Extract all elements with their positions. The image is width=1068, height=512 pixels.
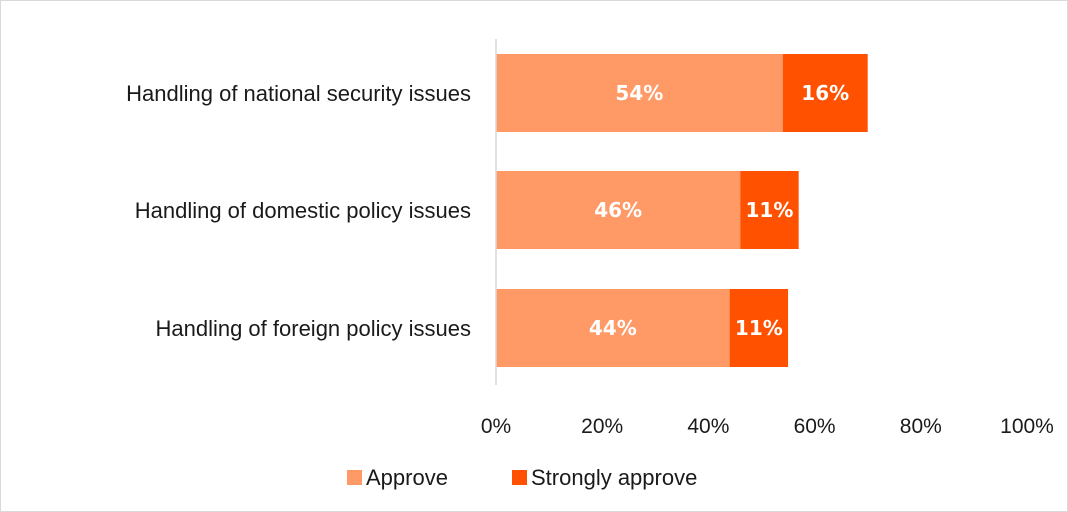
legend-swatch bbox=[347, 470, 362, 485]
x-tick-label: 40% bbox=[687, 415, 729, 438]
data-label: 46% bbox=[594, 198, 642, 222]
labels-layer: Handling of national security issues 54% 1… bbox=[126, 81, 849, 341]
bar-segment-strongly-approve bbox=[729, 289, 789, 367]
x-tick-label: 20% bbox=[581, 415, 623, 438]
bar-segment-approve bbox=[496, 289, 730, 367]
category-label: Handling of domestic policy issues bbox=[135, 198, 471, 223]
x-tick-label: 60% bbox=[794, 415, 836, 438]
category-label: Handling of national security issues bbox=[126, 81, 471, 106]
x-tick-label: 100% bbox=[1000, 415, 1054, 438]
bar-segment-approve bbox=[496, 171, 741, 249]
data-label: 11% bbox=[735, 316, 783, 340]
bar-segment-strongly-approve bbox=[740, 171, 799, 249]
legend-label: Strongly approve bbox=[531, 465, 697, 490]
data-label: 54% bbox=[615, 81, 663, 105]
legend: Approve Strongly approve bbox=[347, 465, 697, 490]
x-tick-label: 80% bbox=[900, 415, 942, 438]
x-tick-labels: 0% 20% 40% 60% 80% 100% bbox=[481, 415, 1054, 438]
legend-label: Approve bbox=[366, 465, 448, 490]
legend-swatch bbox=[512, 470, 527, 485]
bars-layer bbox=[496, 54, 868, 367]
data-label: 44% bbox=[589, 316, 637, 340]
data-label: 11% bbox=[746, 198, 794, 222]
x-tick-label: 0% bbox=[481, 415, 511, 438]
category-label: Handling of foreign policy issues bbox=[155, 316, 471, 341]
bar-segment-approve bbox=[496, 54, 783, 132]
bar-segment-strongly-approve bbox=[782, 54, 868, 132]
data-label: 16% bbox=[801, 81, 849, 105]
